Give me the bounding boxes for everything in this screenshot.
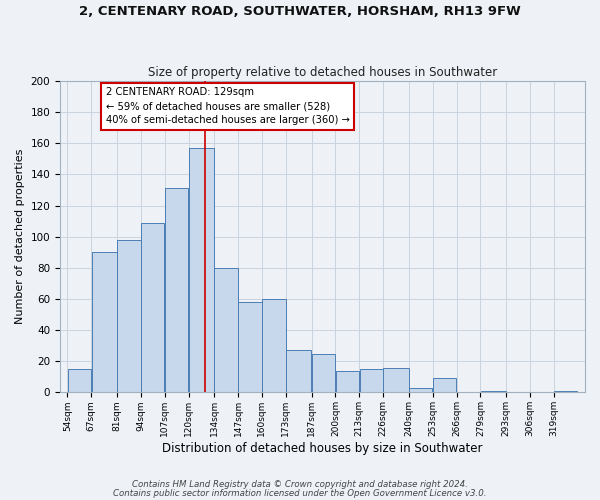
Bar <box>335 370 359 392</box>
Bar <box>481 391 506 392</box>
Bar <box>68 369 91 392</box>
Bar <box>262 299 286 392</box>
Bar <box>554 391 577 392</box>
Title: Size of property relative to detached houses in Southwater: Size of property relative to detached ho… <box>148 66 497 78</box>
Bar <box>312 354 335 393</box>
Bar <box>383 368 409 392</box>
Bar <box>214 268 238 392</box>
Text: 2 CENTENARY ROAD: 129sqm
← 59% of detached houses are smaller (528)
40% of semi-: 2 CENTENARY ROAD: 129sqm ← 59% of detach… <box>106 88 350 126</box>
Bar <box>409 388 433 392</box>
Bar <box>286 350 311 393</box>
Text: Contains public sector information licensed under the Open Government Licence v3: Contains public sector information licen… <box>113 489 487 498</box>
Bar <box>165 188 188 392</box>
Bar <box>92 252 116 392</box>
Bar <box>433 378 456 392</box>
Bar <box>189 148 214 392</box>
Text: Contains HM Land Registry data © Crown copyright and database right 2024.: Contains HM Land Registry data © Crown c… <box>132 480 468 489</box>
Bar <box>141 222 164 392</box>
Bar <box>238 302 262 392</box>
Text: 2, CENTENARY ROAD, SOUTHWATER, HORSHAM, RH13 9FW: 2, CENTENARY ROAD, SOUTHWATER, HORSHAM, … <box>79 5 521 18</box>
Y-axis label: Number of detached properties: Number of detached properties <box>15 149 25 324</box>
X-axis label: Distribution of detached houses by size in Southwater: Distribution of detached houses by size … <box>162 442 483 455</box>
Bar <box>359 369 383 392</box>
Bar <box>117 240 140 392</box>
